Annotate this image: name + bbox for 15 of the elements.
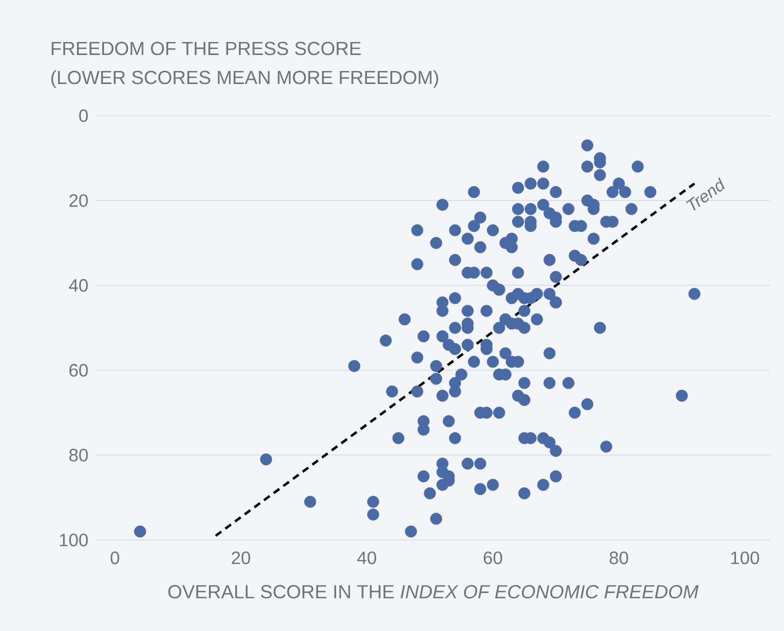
x-axis-title: OVERALL SCORE IN THE INDEX OF ECONOMIC FREEDOM bbox=[168, 585, 699, 598]
y-tick-label: 0 bbox=[79, 109, 88, 122]
y-tick-label: 40 bbox=[68, 279, 88, 292]
y-tick-label: 60 bbox=[69, 364, 88, 377]
y-tick-label: 20 bbox=[69, 194, 88, 207]
chart-title: FREEDOM OF THE PRESS SCORE bbox=[52, 42, 361, 56]
x-tick-label: 60 bbox=[484, 552, 502, 564]
y-tick-label: 80 bbox=[69, 448, 88, 462]
y-tick-label: 100 bbox=[60, 534, 88, 546]
x-tick-label: 100 bbox=[731, 552, 760, 564]
x-tick-label: 80 bbox=[610, 552, 628, 564]
x-tick-label: 20 bbox=[232, 552, 250, 564]
chart-subtitle: (LOWER SCORES MEAN MORE FREEDOM) bbox=[51, 70, 438, 88]
x-tick-label: 40 bbox=[357, 552, 376, 564]
x-tick-label: 0 bbox=[110, 552, 120, 564]
